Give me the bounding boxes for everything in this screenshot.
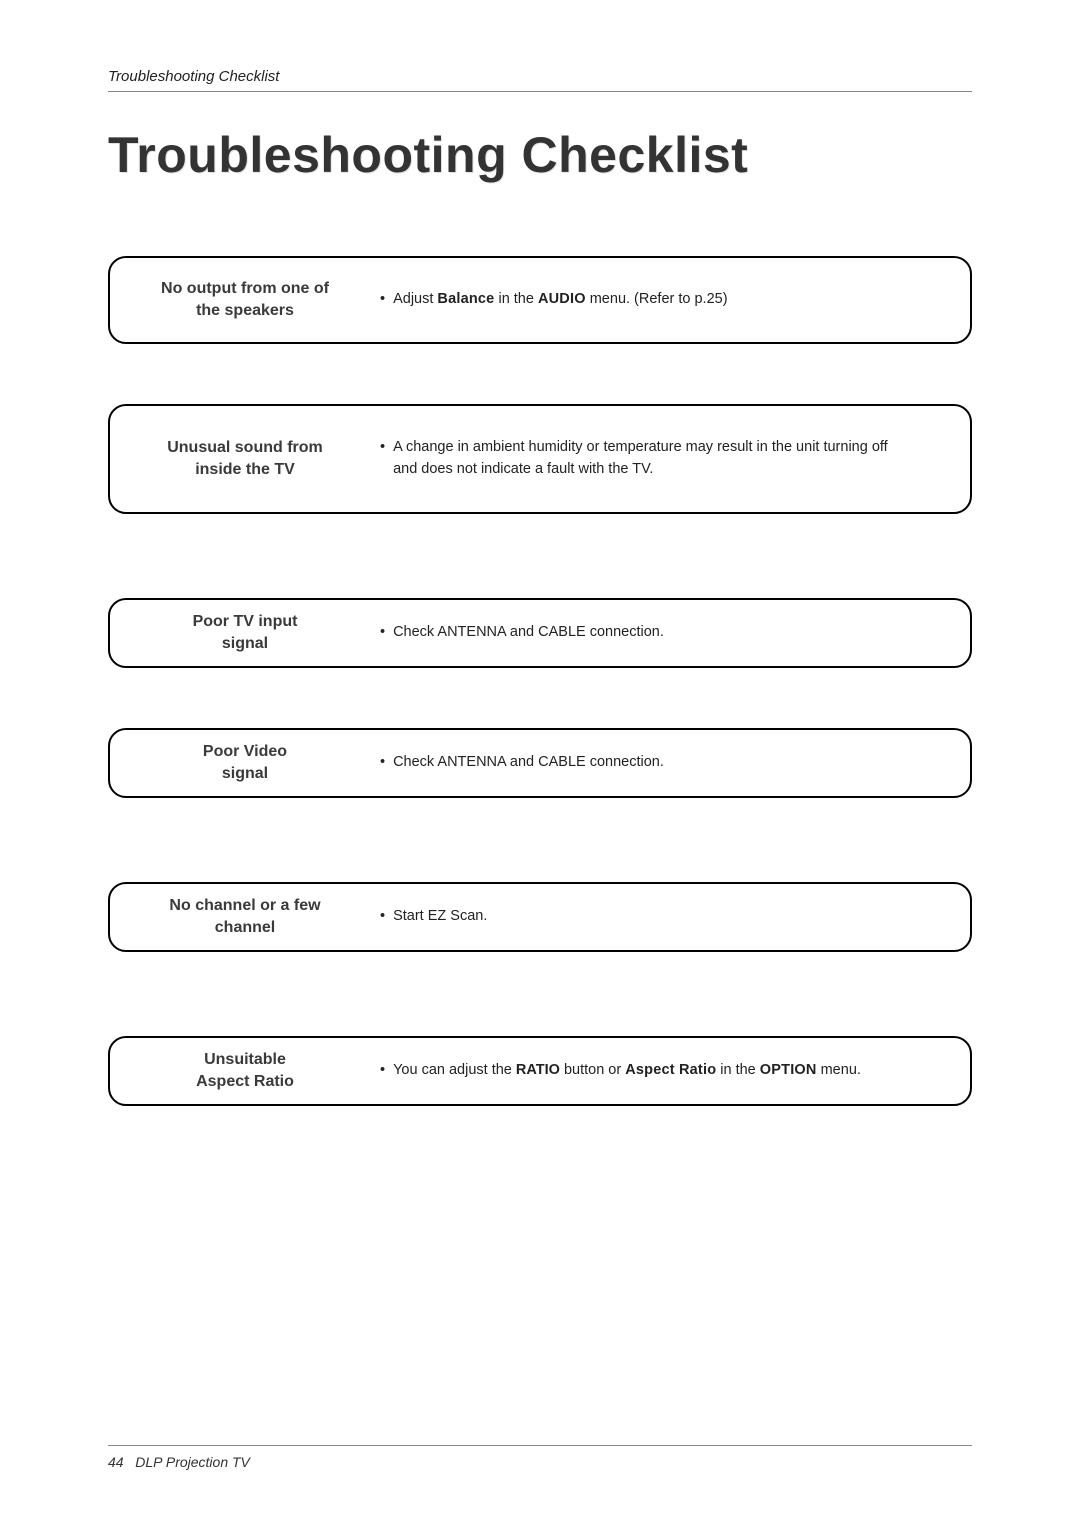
trouble-detail: • You can adjust the RATIO button or Asp…: [380, 1060, 970, 1082]
label-line: Poor TV input: [193, 613, 298, 630]
trouble-detail: • Check ANTENNA and CABLE connection.: [380, 752, 970, 774]
trouble-detail: • Adjust Balance in the AUDIO menu. (Ref…: [380, 289, 970, 311]
trouble-label: Unsuitable Aspect Ratio: [110, 1049, 380, 1092]
label-line: the speakers: [196, 302, 294, 319]
detail-text: Check ANTENNA and CABLE connection.: [393, 752, 664, 774]
detail-segment: A change in ambient humidity or temperat…: [393, 439, 888, 455]
detail-text: Adjust Balance in the AUDIO menu. (Refer…: [393, 289, 727, 311]
label-line: signal: [222, 765, 268, 782]
bullet-icon: •: [380, 906, 385, 928]
label-line: Poor Video: [203, 743, 287, 760]
detail-segment: and does not indicate a fault with the T…: [393, 461, 653, 477]
trouble-label: Poor Video signal: [110, 741, 380, 784]
detail-text: Start EZ Scan.: [393, 906, 487, 928]
trouble-label: Unusual sound from inside the TV: [110, 437, 380, 480]
page-header: Troubleshooting Checklist: [0, 0, 1080, 92]
detail-segment: button or: [560, 1062, 625, 1078]
label-line: No output from one of: [161, 280, 329, 297]
footer-rule: [108, 1445, 972, 1446]
trouble-label: No output from one of the speakers: [110, 278, 380, 321]
trouble-box-unusual-sound: Unusual sound from inside the TV • A cha…: [108, 404, 972, 514]
bullet-icon: •: [380, 289, 385, 311]
trouble-detail: • A change in ambient humidity or temper…: [380, 437, 970, 481]
label-line: channel: [215, 919, 275, 936]
detail-segment: menu.: [817, 1062, 861, 1078]
label-line: inside the TV: [195, 461, 295, 478]
spacer: [108, 798, 972, 882]
trouble-box-speakers: No output from one of the speakers • Adj…: [108, 256, 972, 344]
detail-text: You can adjust the RATIO button or Aspec…: [393, 1060, 861, 1082]
detail-segment: in the: [494, 291, 538, 307]
trouble-label: Poor TV input signal: [110, 611, 380, 654]
spacer: [108, 514, 972, 598]
detail-segment: menu. (Refer to p.25): [586, 291, 728, 307]
spacer: [108, 952, 972, 1036]
detail-bold: Balance: [437, 291, 494, 307]
header-rule: [108, 91, 972, 92]
bullet-icon: •: [380, 622, 385, 644]
bullet-icon: •: [380, 1060, 385, 1082]
trouble-box-poor-tv-input: Poor TV input signal • Check ANTENNA and…: [108, 598, 972, 668]
content-area: No output from one of the speakers • Adj…: [0, 256, 1080, 1106]
page-title: Troubleshooting Checklist: [0, 126, 1080, 184]
footer-text: 44 DLP Projection TV: [108, 1454, 972, 1470]
label-line: Unusual sound from: [167, 439, 323, 456]
trouble-detail: • Start EZ Scan.: [380, 906, 970, 928]
page-footer: 44 DLP Projection TV: [108, 1445, 972, 1470]
detail-segment: Adjust: [393, 291, 437, 307]
trouble-box-poor-video: Poor Video signal • Check ANTENNA and CA…: [108, 728, 972, 798]
detail-text: Check ANTENNA and CABLE connection.: [393, 622, 664, 644]
detail-segment: in the: [716, 1062, 760, 1078]
detail-text: A change in ambient humidity or temperat…: [393, 437, 888, 481]
header-section-label: Troubleshooting Checklist: [108, 68, 972, 91]
detail-bold: Aspect Ratio: [625, 1062, 716, 1078]
detail-bold: RATIO: [516, 1062, 560, 1078]
bullet-icon: •: [380, 752, 385, 774]
spacer: [108, 668, 972, 728]
label-line: signal: [222, 635, 268, 652]
trouble-detail: • Check ANTENNA and CABLE connection.: [380, 622, 970, 644]
detail-segment: You can adjust the: [393, 1062, 516, 1078]
label-line: Unsuitable: [204, 1051, 286, 1068]
trouble-box-no-channel: No channel or a few channel • Start EZ S…: [108, 882, 972, 952]
label-line: No channel or a few: [169, 897, 320, 914]
trouble-label: No channel or a few channel: [110, 895, 380, 938]
detail-bold: AUDIO: [538, 291, 586, 307]
spacer: [108, 344, 972, 404]
detail-bold: OPTION: [760, 1062, 817, 1078]
page-number: 44: [108, 1454, 124, 1470]
bullet-icon: •: [380, 437, 385, 481]
product-name: DLP Projection TV: [135, 1454, 250, 1470]
label-line: Aspect Ratio: [196, 1073, 294, 1090]
trouble-box-aspect-ratio: Unsuitable Aspect Ratio • You can adjust…: [108, 1036, 972, 1106]
